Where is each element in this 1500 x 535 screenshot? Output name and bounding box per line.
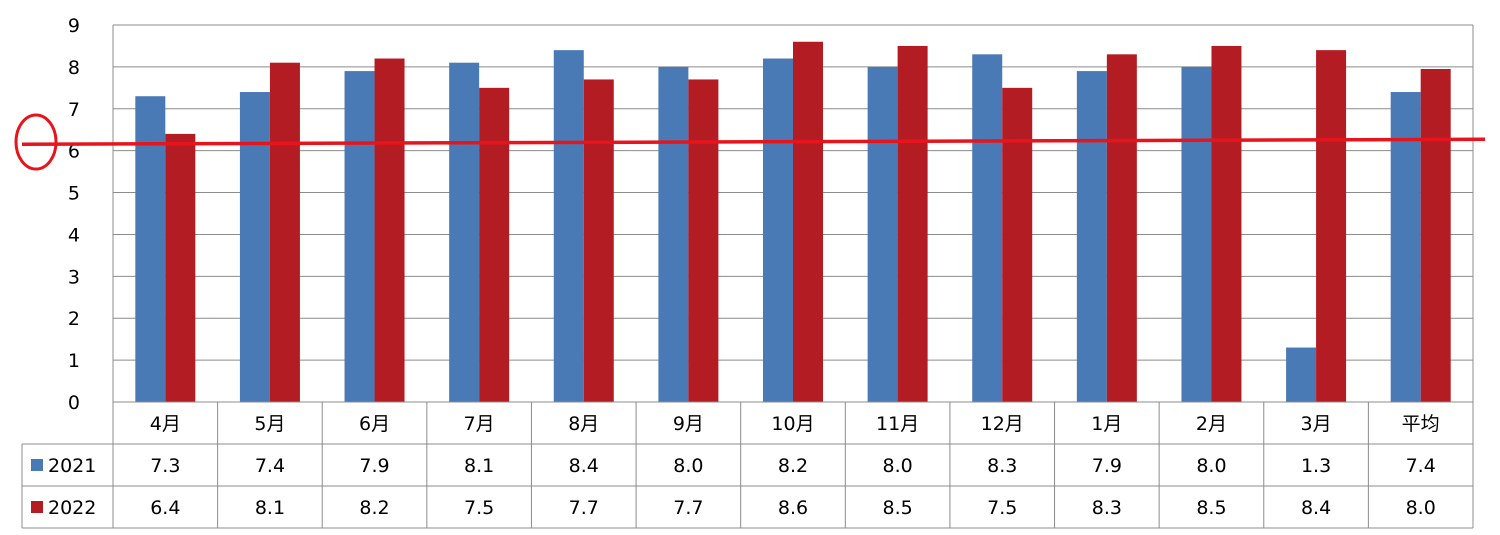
bar-2022-8 [1002,87,1033,402]
bar-2021-7 [867,66,898,402]
bar-2021-8 [972,54,1003,402]
data-label: 8.0 [1196,455,1226,477]
bar-2021-5 [658,66,689,402]
reference-annotation [14,113,1486,171]
bar-2022-2 [374,58,405,403]
category-label: 7月 [464,413,495,435]
bar-2021-3 [449,62,480,402]
category-label: 5月 [254,413,285,435]
bar-2022-1 [269,62,300,402]
y-axis: 0 1 2 3 4 5 6 7 8 9 [68,15,1474,414]
bars [135,41,1451,403]
y-tick-label: 5 [68,183,80,205]
data-label: 7.7 [673,497,703,519]
data-label: 8.0 [883,455,913,477]
category-label: 11月 [876,413,919,435]
bar-2021-4 [553,50,584,403]
bar-2022-12 [1420,68,1451,402]
bar-2022-9 [1106,54,1137,402]
data-label: 8.1 [255,497,285,519]
y-tick-label: 6 [68,141,80,163]
data-label: 7.4 [1406,455,1436,477]
data-label: 1.3 [1301,455,1331,477]
data-label: 8.0 [673,455,703,477]
y-tick-label: 8 [68,57,80,79]
data-label: 8.5 [883,497,913,519]
y-tick-label: 1 [68,350,80,372]
data-label: 7.7 [569,497,599,519]
legend-label-2022: 2022 [48,497,96,519]
legend-label-2021: 2021 [48,455,96,477]
data-label: 7.9 [359,455,389,477]
data-label: 7.5 [464,497,494,519]
y-tick-label: 3 [68,266,80,288]
bar-2022-7 [897,45,928,402]
circle-marker [14,113,58,171]
data-label: 6.4 [150,497,180,519]
category-label: 4月 [150,413,181,435]
category-label: 8月 [568,413,599,435]
data-label: 8.4 [1301,497,1331,519]
bar-2021-1 [239,92,270,403]
y-tick-label: 4 [68,224,80,246]
bar-2021-0 [135,96,166,402]
data-label: 7.9 [1092,455,1122,477]
bar-2021-10 [1181,66,1212,402]
data-label: 8.1 [464,455,494,477]
legend-swatch-2021 [31,459,43,471]
data-label: 8.4 [569,455,599,477]
category-label: 9月 [673,413,704,435]
y-tick-label: 9 [68,15,80,37]
data-label: 8.3 [987,455,1017,477]
y-tick-label: 0 [68,392,80,414]
data-label: 7.3 [150,455,180,477]
category-label: 6月 [359,413,390,435]
bar-2022-4 [583,79,614,402]
category-label: 10月 [771,413,814,435]
y-tick-label: 7 [68,99,80,121]
bar-2022-6 [793,41,823,402]
reference-line [21,137,1486,147]
data-label: 8.6 [778,497,808,519]
bar-2021-6 [763,58,793,403]
data-label: 8.2 [778,455,808,477]
category-label: 12月 [981,413,1024,435]
bar-2021-11 [1286,347,1317,402]
bar-2022-5 [688,79,719,402]
bar-2021-9 [1076,71,1107,403]
data-label: 8.2 [359,497,389,519]
bar-2022-11 [1316,50,1347,403]
data-label: 8.0 [1406,497,1436,519]
category-label: 平均 [1402,413,1440,435]
bar-2021-2 [344,71,375,403]
category-label: 1月 [1091,413,1122,435]
data-table: 4月 5月 6月 7月 8月 9月 10月 11月 12月 1月 2月 3月 平均 2021 7.3 7.4 7… [21,401,1474,529]
bar-2022-10 [1211,45,1242,402]
bar-2022-3 [479,87,510,402]
category-label: 3月 [1301,413,1332,435]
data-label: 8.5 [1196,497,1226,519]
data-label: 7.4 [255,455,285,477]
legend-swatch-2022 [31,501,43,513]
category-label: 2月 [1196,413,1227,435]
bar-2022-0 [165,133,196,402]
data-label: 8.3 [1092,497,1122,519]
y-tick-label: 2 [68,308,80,330]
bar-2021-12 [1390,92,1421,403]
data-label: 7.5 [987,497,1017,519]
